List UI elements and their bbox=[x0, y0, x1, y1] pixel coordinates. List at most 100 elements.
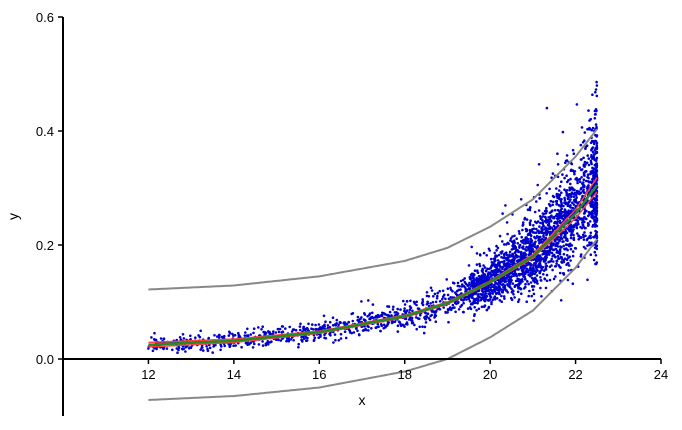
scatter-point bbox=[551, 172, 555, 175]
scatter-point bbox=[588, 235, 592, 238]
scatter-point bbox=[352, 331, 356, 334]
scatter-point bbox=[595, 247, 599, 251]
scatter-point bbox=[367, 325, 370, 329]
scatter-point bbox=[582, 156, 585, 160]
scatter-point bbox=[467, 294, 471, 298]
scatter-point bbox=[513, 296, 516, 299]
scatter-point bbox=[201, 349, 205, 352]
scatter-point bbox=[586, 127, 589, 131]
scatter-point bbox=[294, 328, 298, 332]
scatter-point bbox=[589, 141, 593, 145]
scatter-point bbox=[403, 303, 407, 306]
scatter-point bbox=[541, 265, 545, 269]
scatter-point bbox=[521, 245, 525, 248]
scatter-point bbox=[357, 333, 361, 336]
scatter-point bbox=[575, 103, 579, 106]
scatter-point bbox=[520, 266, 523, 269]
scatter-point bbox=[579, 158, 583, 161]
scatter-point bbox=[399, 308, 402, 311]
scatter-point bbox=[223, 344, 226, 348]
scatter-point bbox=[529, 219, 532, 222]
scatter-point bbox=[510, 287, 513, 291]
scatter-point bbox=[531, 228, 534, 231]
scatter-point bbox=[456, 281, 460, 285]
scatter-point bbox=[587, 184, 590, 187]
scatter-point bbox=[595, 94, 599, 98]
scatter-point bbox=[345, 322, 349, 326]
scatter-point bbox=[488, 298, 491, 302]
scatter-point bbox=[482, 251, 486, 255]
scatter-point bbox=[587, 176, 590, 180]
scatter-point bbox=[589, 253, 593, 256]
scatter-point bbox=[543, 277, 546, 281]
scatter-point bbox=[396, 324, 400, 328]
scatter-point bbox=[529, 263, 533, 266]
scatter-point bbox=[455, 293, 459, 297]
scatter-point bbox=[478, 264, 482, 268]
scatter-point bbox=[570, 192, 574, 196]
scatter-point bbox=[360, 316, 363, 319]
scatter-point bbox=[536, 258, 539, 262]
scatter-point bbox=[499, 282, 502, 286]
scatter-point bbox=[561, 258, 564, 261]
scatter-point bbox=[495, 254, 499, 258]
scatter-point bbox=[446, 293, 450, 297]
scatter-point bbox=[425, 294, 429, 298]
scatter-point bbox=[508, 285, 511, 288]
scatter-point bbox=[571, 254, 575, 258]
scatter-point bbox=[500, 290, 504, 294]
scatter-point bbox=[403, 309, 406, 313]
tick-marks bbox=[58, 16, 662, 364]
scatter-point bbox=[591, 150, 595, 154]
scatter-point bbox=[539, 286, 542, 290]
scatter-point bbox=[518, 244, 521, 248]
scatter-point bbox=[507, 242, 510, 246]
scatter-point bbox=[522, 239, 526, 242]
scatter-point bbox=[555, 238, 559, 241]
prediction-upper-curve bbox=[148, 128, 598, 291]
scatter-point bbox=[513, 284, 517, 288]
scatter-point bbox=[573, 172, 576, 176]
scatter-point bbox=[276, 327, 280, 331]
scatter-point bbox=[213, 334, 216, 337]
scatter-point bbox=[501, 250, 504, 253]
scatter-point bbox=[534, 264, 538, 268]
scatter-point bbox=[591, 146, 595, 149]
scatter-point bbox=[548, 225, 551, 228]
scatter-point bbox=[585, 161, 589, 165]
scatter-point bbox=[433, 311, 436, 314]
scatter-point bbox=[462, 301, 465, 305]
scatter-point bbox=[311, 323, 314, 326]
scatter-point bbox=[302, 337, 306, 340]
scatter-point bbox=[593, 113, 597, 116]
scatter-point bbox=[522, 247, 525, 250]
scatter-point bbox=[595, 224, 599, 228]
scatter-point bbox=[505, 289, 508, 292]
scatter-point bbox=[498, 234, 502, 238]
scatter-point bbox=[529, 241, 532, 244]
scatter-point bbox=[211, 351, 214, 354]
scatter-point bbox=[240, 345, 243, 349]
scatter-point bbox=[177, 346, 181, 350]
scatter-point bbox=[371, 303, 375, 306]
scatter-point bbox=[499, 279, 502, 282]
scatter-point bbox=[595, 198, 598, 201]
scatter-point bbox=[540, 295, 543, 298]
scatter-point bbox=[425, 291, 429, 294]
scatter-point bbox=[272, 330, 275, 333]
scatter-point bbox=[569, 234, 573, 237]
scatter-point bbox=[528, 275, 532, 278]
scatter-point bbox=[594, 229, 597, 233]
scatter-point bbox=[509, 239, 512, 242]
scatter-point bbox=[580, 176, 583, 179]
scatter-point bbox=[542, 224, 545, 228]
scatter-point bbox=[480, 305, 484, 309]
scatter-point bbox=[544, 236, 548, 240]
scatter-point bbox=[216, 335, 219, 338]
scatter-point bbox=[337, 323, 340, 327]
scatter-point bbox=[543, 251, 546, 255]
scatter-point bbox=[493, 260, 496, 263]
scatter-point bbox=[463, 298, 466, 301]
scatter-point bbox=[528, 221, 532, 225]
scatter-point bbox=[533, 245, 537, 248]
